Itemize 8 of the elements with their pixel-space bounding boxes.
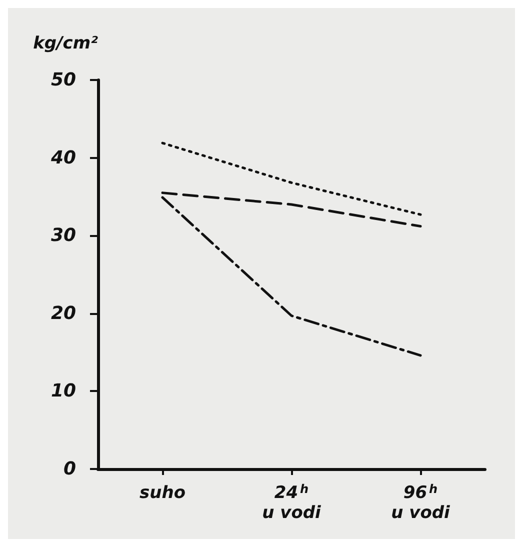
- x-tick-label: suho: [139, 483, 186, 503]
- y-tick-label: 10: [50, 380, 76, 402]
- y-axis-title: kg/cm²: [33, 34, 99, 54]
- y-tick-label: 0: [63, 458, 76, 480]
- y-tick-label: 20: [50, 302, 76, 324]
- y-tick-label: 40: [50, 147, 76, 168]
- y-tick-label: 50: [50, 70, 76, 90]
- y-tick-label: 30: [50, 225, 76, 246]
